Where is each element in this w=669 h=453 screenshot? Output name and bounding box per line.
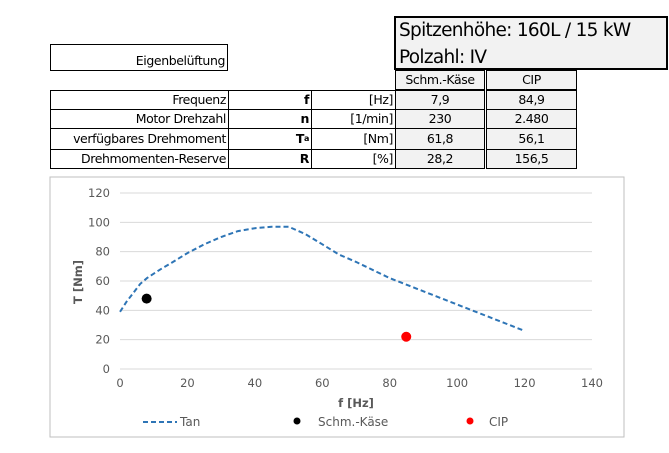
column-header-cip: CIP [486,70,577,90]
column-header-cheese: Schm.-Käse [395,70,485,90]
x-tick-label: 40 [248,376,263,390]
x-tick-label: 60 [315,376,330,390]
y-tick-label: 60 [95,274,110,288]
legend-label-cheese: Schm.-Käse [318,415,388,429]
row-label: Drehmomenten-Reserve [50,149,228,169]
y-tick-label: 40 [95,303,110,317]
title-size-power: Spitzenhöhe: 160L / 15 kW [399,20,631,41]
x-tick-label: 20 [180,376,195,390]
ventilation-label: Eigenbelüftung [50,44,228,71]
row-unit: [%] [311,149,395,169]
y-axis-title: T [Nm] [71,260,85,304]
point-cip [401,331,412,342]
x-tick-label: 100 [446,376,468,390]
x-axis-title: f [Hz] [338,396,374,410]
row-value-cip: 156,5 [486,149,577,169]
chart-area [49,176,625,438]
x-tick-label: 0 [116,376,123,390]
title-box: Spitzenhöhe: 160L / 15 kW Polzahl: IV [394,16,668,70]
legend-label-cip: CIP [489,415,508,429]
y-tick-label: 80 [95,245,110,259]
y-tick-label: 20 [95,333,110,347]
title-pole-count: Polzahl: IV [399,47,487,68]
y-tick-label: 100 [88,215,110,229]
y-tick-label: 120 [88,186,110,200]
row-value-cheese: 7,9 [395,90,485,110]
point-cheese [141,293,152,304]
series-line-tan [119,225,525,332]
legend-label-tan: Tan [179,415,200,429]
row-value-cheese: 28,2 [395,149,485,169]
chart-legend: Tan Schm.-Käse CIP [143,415,508,429]
x-tick-label: 140 [581,376,603,390]
row-symbol: R [228,149,311,169]
legend-swatch-cip [466,417,474,425]
row-value-cip: 2.480 [486,109,577,129]
x-tick-label: 80 [382,376,397,390]
legend-swatch-cheese [293,417,301,425]
y-tick-label: 0 [103,362,110,376]
x-tick-label: 120 [514,376,536,390]
row-value-cheese: 61,8 [395,128,485,150]
